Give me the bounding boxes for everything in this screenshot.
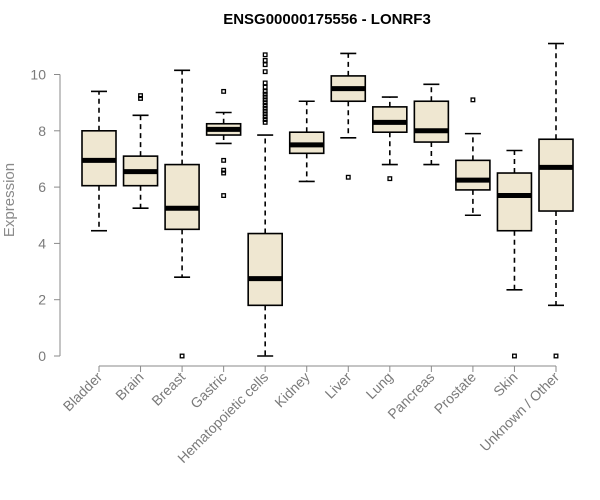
box-series [81, 42, 574, 359]
x-tick-label: Brain [112, 369, 146, 403]
outlier-point [262, 94, 268, 100]
iqr-box [538, 138, 574, 212]
y-tick-label: 0 [38, 348, 46, 364]
outlier-point [262, 80, 268, 86]
outlier-point [221, 170, 227, 176]
y-axis: 0 2 4 6 8 10 [30, 67, 61, 364]
outlier-point [179, 353, 185, 359]
box-group [538, 42, 574, 359]
outlier-point [262, 108, 268, 114]
chart-title: ENSG00000175556 - LONRF3 [223, 11, 431, 28]
outlier-point [262, 100, 268, 106]
box-group [455, 97, 491, 217]
outlier-point [262, 105, 268, 111]
box-group [247, 52, 283, 357]
iqr-box [413, 100, 450, 143]
outlier-point [262, 69, 268, 75]
outlier-point [262, 84, 268, 90]
outlier-point [512, 353, 517, 359]
outlier-point [262, 103, 268, 108]
outlier-point [262, 88, 268, 94]
box-group [164, 69, 200, 359]
outlier-point [138, 93, 143, 99]
x-tick-label: Breast [148, 369, 188, 409]
outlier-point [262, 91, 268, 97]
outlier-point [387, 176, 393, 182]
x-tick-label: Bladder [60, 369, 106, 415]
outlier-point [221, 88, 227, 94]
box-group [288, 100, 325, 183]
outlier-point [221, 193, 227, 198]
outlier-point [262, 114, 268, 120]
outlier-point [262, 57, 268, 63]
box-group [122, 93, 159, 210]
x-tick-label: Prostate [431, 369, 479, 417]
outlier-point [553, 353, 559, 359]
box-group [330, 52, 367, 180]
outlier-point [221, 167, 227, 173]
x-tick-label: Lung [363, 369, 396, 402]
iqr-box [164, 163, 200, 231]
outlier-point [221, 157, 227, 163]
x-tick-label: Skin [490, 369, 521, 400]
iqr-box [455, 159, 491, 191]
y-axis-label: Expression [1, 163, 18, 237]
outlier-point [470, 97, 476, 103]
y-tick-label: 8 [38, 123, 46, 139]
outlier-point [262, 111, 268, 117]
outlier-point [262, 117, 268, 122]
outlier-point [262, 52, 268, 58]
outlier-point [262, 62, 268, 68]
iqr-box [496, 172, 533, 232]
outlier-point [138, 95, 143, 101]
outlier-point [262, 97, 268, 103]
y-tick-label: 6 [38, 179, 46, 195]
iqr-box [372, 106, 408, 134]
y-tick-label: 10 [30, 67, 46, 83]
x-tick-label: Unknown / Other [477, 369, 563, 455]
y-tick-label: 4 [38, 235, 46, 251]
iqr-box [247, 232, 283, 307]
y-tick-label: 2 [38, 292, 46, 308]
x-tick-label: Liver [322, 369, 355, 402]
box-group [81, 90, 117, 232]
x-tick-label: Kidney [271, 369, 313, 411]
outlier-point [345, 174, 351, 180]
box-group [413, 83, 450, 166]
box-group [372, 96, 408, 182]
outlier-point [262, 119, 268, 125]
box-group [496, 149, 533, 359]
box-group [205, 88, 242, 198]
